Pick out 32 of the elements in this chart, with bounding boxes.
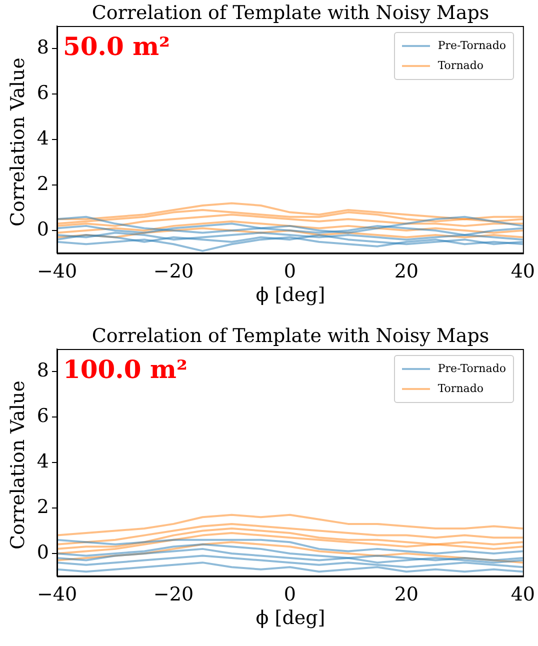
legend-label: Pre-Tornado bbox=[438, 38, 506, 54]
y-tick-label: 2 bbox=[36, 496, 49, 518]
x-tick-label: 0 bbox=[284, 584, 296, 606]
y-tick-label: 2 bbox=[36, 172, 49, 195]
y-tick-label: 8 bbox=[36, 360, 49, 382]
x-tick-label: −40 bbox=[36, 260, 78, 283]
x-tick-label: −20 bbox=[153, 260, 194, 283]
annotation: 50.0 m² bbox=[63, 32, 170, 61]
x-axis-title: ϕ [deg] bbox=[254, 283, 326, 307]
y-tick-label: 0 bbox=[36, 218, 49, 240]
y-tick-label: 0 bbox=[36, 541, 49, 564]
chart-title: Correlation of Template with Noisy Maps bbox=[90, 1, 490, 25]
legend-label: Pre-Tornado bbox=[438, 361, 506, 377]
x-tick-label: 0 bbox=[284, 260, 296, 283]
x-tick-label: −20 bbox=[153, 584, 194, 606]
y-axis-title: Correlation Value bbox=[6, 56, 30, 229]
legend-label: Tornado bbox=[438, 58, 484, 74]
y-tick-label: 6 bbox=[36, 405, 49, 428]
legend-label: Tornado bbox=[438, 381, 484, 397]
x-tick-label: 20 bbox=[394, 584, 419, 606]
y-tick-label: 6 bbox=[36, 82, 49, 104]
x-tick-label: −40 bbox=[36, 584, 78, 606]
chart-title: Correlation of Template with Noisy Maps bbox=[90, 324, 490, 348]
x-tick-label: 40 bbox=[510, 260, 536, 283]
x-tick-label: 20 bbox=[394, 260, 419, 283]
annotation: 100.0 m² bbox=[63, 355, 188, 384]
y-tick-label: 4 bbox=[36, 450, 49, 473]
y-tick-label: 8 bbox=[36, 36, 49, 59]
x-tick-label: 40 bbox=[510, 584, 536, 606]
x-axis-title: ϕ [deg] bbox=[254, 606, 326, 630]
y-tick-label: 4 bbox=[36, 128, 49, 150]
y-axis-title: Correlation Value bbox=[6, 379, 30, 552]
